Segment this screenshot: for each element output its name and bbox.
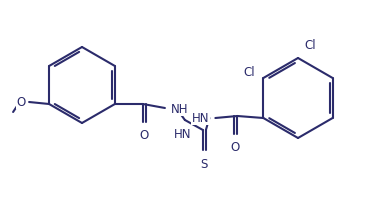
Text: Cl: Cl — [244, 66, 256, 80]
Text: O: O — [139, 129, 148, 142]
Text: S: S — [200, 158, 208, 171]
Text: O: O — [231, 141, 240, 154]
Text: HN: HN — [192, 112, 209, 124]
Text: NH: NH — [171, 103, 188, 116]
Text: O: O — [17, 95, 26, 109]
Text: Cl: Cl — [304, 39, 316, 52]
Text: HN: HN — [174, 128, 192, 141]
